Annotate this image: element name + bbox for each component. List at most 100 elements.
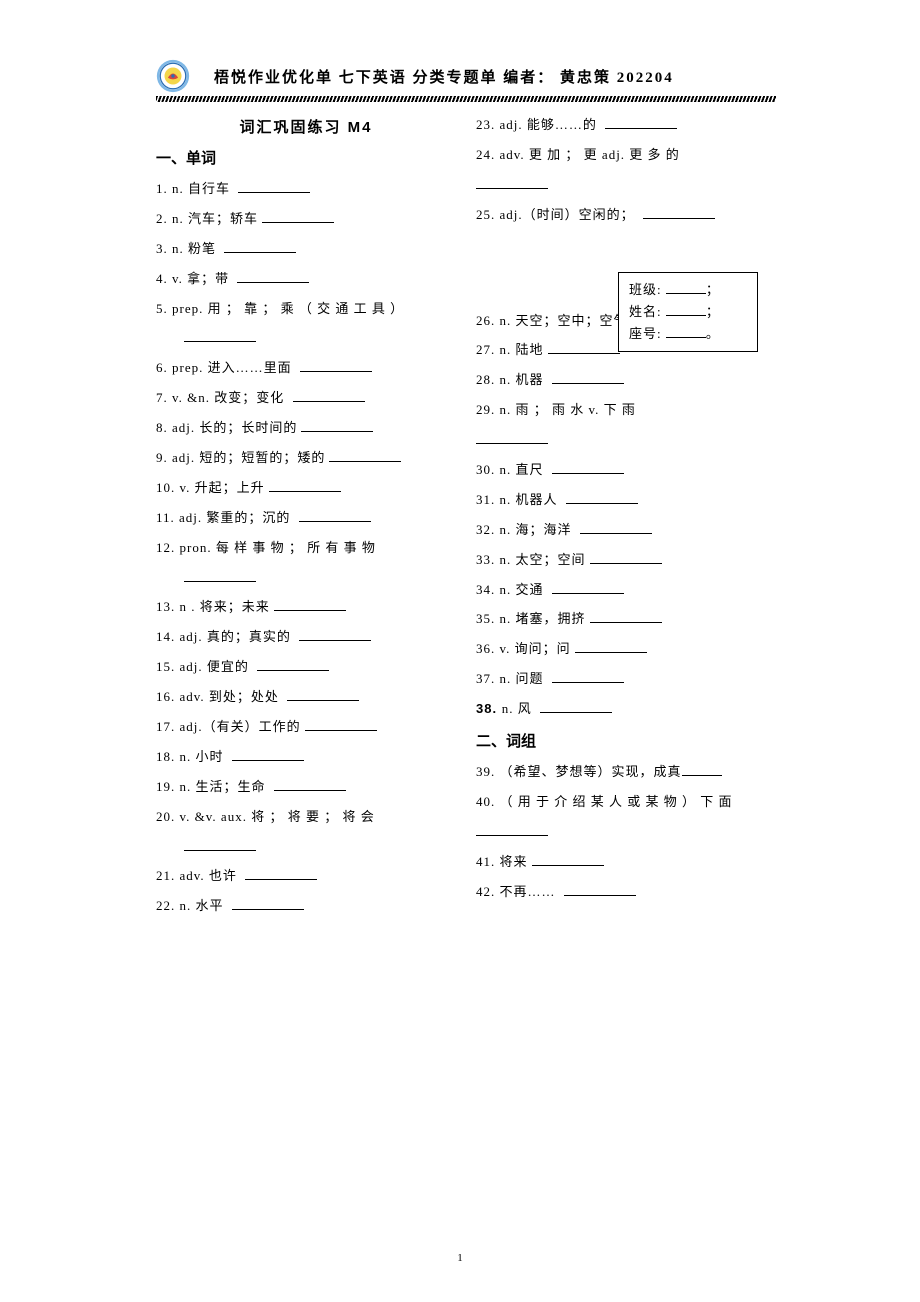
answer-blank[interactable] (566, 491, 638, 504)
answer-blank[interactable] (262, 210, 334, 223)
answer-blank[interactable] (184, 329, 256, 342)
item-text: v. 升起；上升 (180, 480, 265, 495)
answer-blank[interactable] (293, 389, 365, 402)
answer-blank[interactable] (552, 371, 624, 384)
vocab-item: 41. 将来 (476, 847, 776, 877)
info-name-row: 姓名: ； (629, 301, 747, 323)
answer-blank[interactable] (232, 897, 304, 910)
answer-blank[interactable] (682, 763, 722, 776)
vocab-item: 28. n. 机器 (476, 365, 776, 395)
answer-blank[interactable] (245, 867, 317, 880)
info-seat-blank[interactable] (666, 325, 706, 338)
item-text: n. 粉笔 (172, 241, 220, 256)
answer-blank[interactable] (305, 718, 377, 731)
answer-blank[interactable] (299, 628, 371, 641)
item-text: n. 机器人 (500, 492, 562, 507)
vocab-item-continuation (476, 817, 776, 847)
answer-blank[interactable] (287, 688, 359, 701)
vocab-item: 20. v. &v. aux. 将 ； 将 要 ； 将 会 (156, 802, 456, 832)
vocab-item: 33. n. 太空；空间 (476, 545, 776, 575)
vocab-item: 10. v. 升起；上升 (156, 473, 456, 503)
item-number: 22. (156, 898, 180, 913)
vocab-item: 16. adv. 到处；处处 (156, 682, 456, 712)
answer-blank[interactable] (238, 180, 310, 193)
answer-blank[interactable] (532, 853, 604, 866)
answer-blank[interactable] (257, 658, 329, 671)
answer-blank[interactable] (552, 670, 624, 683)
vocab-item-continuation (156, 563, 456, 593)
answer-blank[interactable] (590, 610, 662, 623)
header-divider (156, 96, 776, 102)
answer-blank[interactable] (548, 341, 620, 354)
answer-blank[interactable] (575, 640, 647, 653)
info-name-blank[interactable] (666, 303, 706, 316)
answer-blank[interactable] (564, 883, 636, 896)
item-number: 25. (476, 207, 500, 222)
vocab-item: 35. n. 堵塞，拥挤 (476, 604, 776, 634)
item-text: n. 太空；空间 (500, 552, 586, 567)
answer-blank[interactable] (299, 509, 371, 522)
page-number: 1 (0, 1252, 920, 1264)
item-number: 17. (156, 719, 180, 734)
item-number: 26. (476, 313, 500, 328)
answer-blank[interactable] (237, 270, 309, 283)
vocab-item: 21. adv. 也许 (156, 861, 456, 891)
left-column: 词汇巩固练习 M4 一、单词 1. n. 自行车 2. n. 汽车；轿车3. n… (156, 110, 456, 921)
school-logo (156, 59, 190, 93)
item-text: 将来 (500, 854, 528, 869)
answer-blank[interactable] (552, 581, 624, 594)
item-number: 18. (156, 749, 180, 764)
answer-blank[interactable] (274, 598, 346, 611)
item-text: adv. 也许 (180, 868, 242, 883)
answer-blank[interactable] (476, 176, 548, 189)
item-number: 16. (156, 689, 180, 704)
vocab-item: 25. adj.（时间）空闲的； (476, 200, 776, 230)
vocab-item-continuation (156, 832, 456, 862)
section-2-heading: 二、词组 (476, 724, 776, 757)
vocab-item: 6. prep. 进入……里面 (156, 353, 456, 383)
answer-blank[interactable] (232, 748, 304, 761)
vocab-item: 37. n. 问题 (476, 664, 776, 694)
answer-blank[interactable] (329, 449, 401, 462)
right-column: 23. adj. 能够……的 24. adv. 更 加 ； 更 adj. 更 多… (476, 110, 776, 921)
worksheet-title: 词汇巩固练习 M4 (156, 110, 456, 141)
answer-blank[interactable] (274, 778, 346, 791)
item-number: 36. (476, 641, 500, 656)
answer-blank[interactable] (643, 206, 715, 219)
vocab-item-continuation (156, 323, 456, 353)
vocab-item: 38. n. 风 (476, 694, 776, 724)
vocab-item: 14. adj. 真的；真实的 (156, 622, 456, 652)
answer-blank[interactable] (301, 419, 373, 432)
answer-blank[interactable] (476, 823, 548, 836)
item-number: 35. (476, 611, 500, 626)
info-class-blank[interactable] (666, 281, 706, 294)
item-text: n. 风 (502, 701, 536, 716)
item-number: 7. (156, 390, 172, 405)
info-seat-row: 座号: 。 (629, 323, 747, 345)
answer-blank[interactable] (552, 461, 624, 474)
answer-blank[interactable] (540, 700, 612, 713)
answer-blank[interactable] (590, 551, 662, 564)
answer-blank[interactable] (605, 116, 677, 129)
vocab-item: 11. adj. 繁重的；沉的 (156, 503, 456, 533)
vocab-item-continuation (476, 170, 776, 200)
answer-blank[interactable] (184, 569, 256, 582)
item-number: 23. (476, 117, 500, 132)
item-text: n. 自行车 (172, 181, 234, 196)
item-number: 14. (156, 629, 180, 644)
answer-blank[interactable] (476, 431, 548, 444)
item-number: 8. (156, 420, 172, 435)
item-number: 42. (476, 884, 500, 899)
content-columns: 词汇巩固练习 M4 一、单词 1. n. 自行车 2. n. 汽车；轿车3. n… (156, 110, 776, 921)
answer-blank[interactable] (269, 479, 341, 492)
answer-blank[interactable] (224, 240, 296, 253)
item-text: n. 天空；空中；空气 (500, 313, 628, 328)
item-text: adj. 长的；长时间的 (172, 420, 297, 435)
answer-blank[interactable] (300, 359, 372, 372)
answer-blank[interactable] (580, 521, 652, 534)
item-text: n. 陆地 (500, 342, 544, 357)
item-number: 33. (476, 552, 500, 567)
vocab-item: 19. n. 生活；生命 (156, 772, 456, 802)
answer-blank[interactable] (184, 838, 256, 851)
vocab-item: 9. adj. 短的；短暂的；矮的 (156, 443, 456, 473)
